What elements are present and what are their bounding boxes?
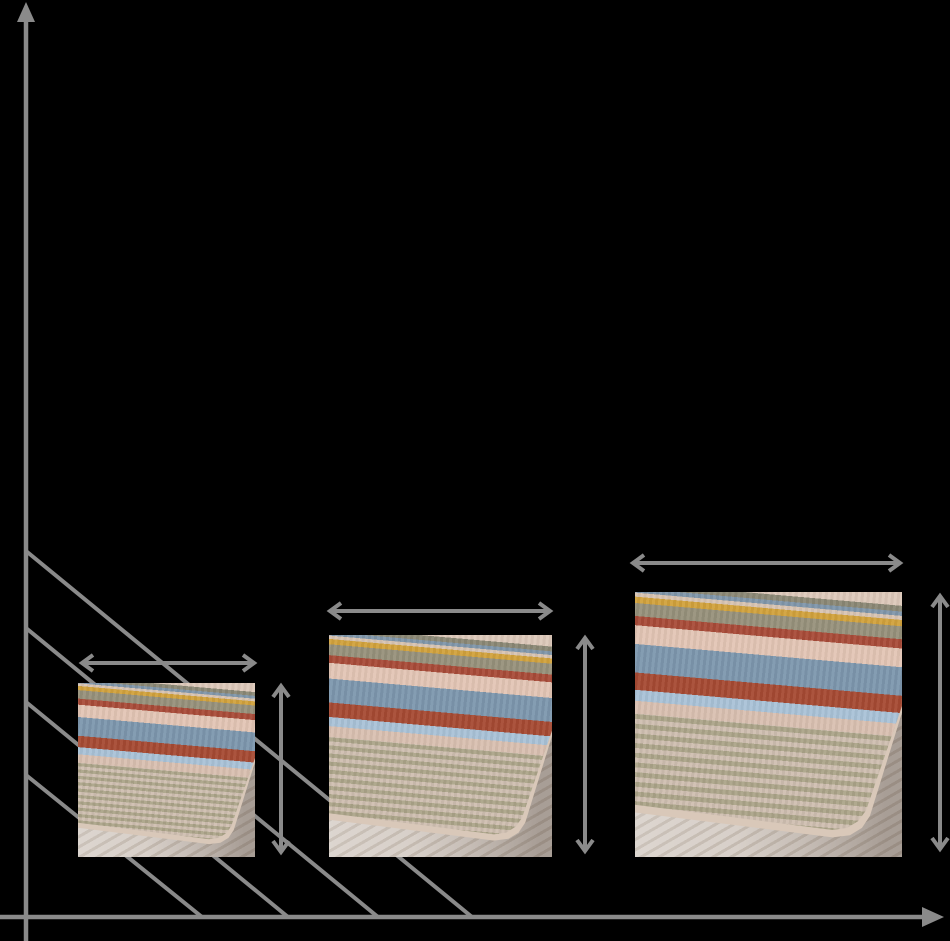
- rug-stripe-fabric: [635, 592, 902, 830]
- x-axis-arrowhead-icon: [922, 907, 944, 927]
- rug-photo-large: [635, 592, 902, 857]
- rug-photo-medium: [329, 635, 552, 857]
- rug-stripe-fabric: [329, 635, 552, 835]
- y-axis-arrowhead-icon: [17, 2, 35, 22]
- rug-photo-small: [78, 683, 255, 857]
- rug-stripe-fabric: [78, 683, 255, 840]
